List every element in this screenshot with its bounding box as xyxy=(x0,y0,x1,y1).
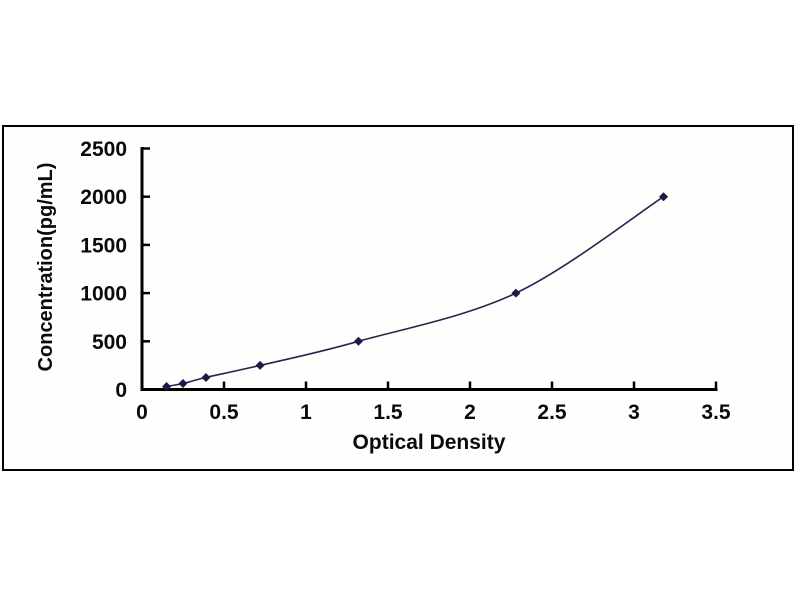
data-point-marker xyxy=(511,288,521,298)
y-tick-label: 0 xyxy=(115,379,127,402)
y-tick-label: 2500 xyxy=(80,138,127,161)
standard-curve-plot: 0 0.5 1 1.5 2 2.5 3 3.5 0 500 1000 1500 2000 2500 Opt… xyxy=(35,138,731,454)
tick-labels-layer: 0 0.5 1 1.5 2 2.5 3 3.5 0 500 1000 1500 2000 2500 xyxy=(80,138,731,424)
data-point-marker xyxy=(201,372,211,382)
axes-layer xyxy=(140,147,718,391)
series-line xyxy=(166,196,664,388)
y-tick-label: 500 xyxy=(92,331,127,354)
data-point-marker xyxy=(255,360,265,370)
x-tick-label: 3 xyxy=(628,401,640,424)
chart-panel: 0 0.5 1 1.5 2 2.5 3 3.5 0 500 1000 1500 2000 2500 Opt… xyxy=(2,125,794,471)
x-tick-label: 0 xyxy=(136,401,148,424)
data-point-marker xyxy=(178,378,188,388)
series-layer xyxy=(162,192,669,391)
data-point-marker xyxy=(659,192,669,202)
x-tick-label: 3.5 xyxy=(701,401,731,424)
data-point-marker xyxy=(353,336,363,346)
data-point-marker xyxy=(162,381,172,391)
x-tick-label: 1.5 xyxy=(373,401,403,424)
x-tick-label: 0.5 xyxy=(209,401,239,424)
x-tick-label: 2.5 xyxy=(537,401,567,424)
y-tick-label: 1000 xyxy=(80,283,127,306)
y-axis-title: Concentration(pg/mL) xyxy=(35,163,57,372)
x-tick-label: 1 xyxy=(300,401,312,424)
y-tick-label: 2000 xyxy=(80,186,127,209)
x-axis-title: Optical Density xyxy=(353,431,506,454)
y-tick-label: 1500 xyxy=(80,234,127,257)
x-tick-label: 2 xyxy=(464,401,476,424)
